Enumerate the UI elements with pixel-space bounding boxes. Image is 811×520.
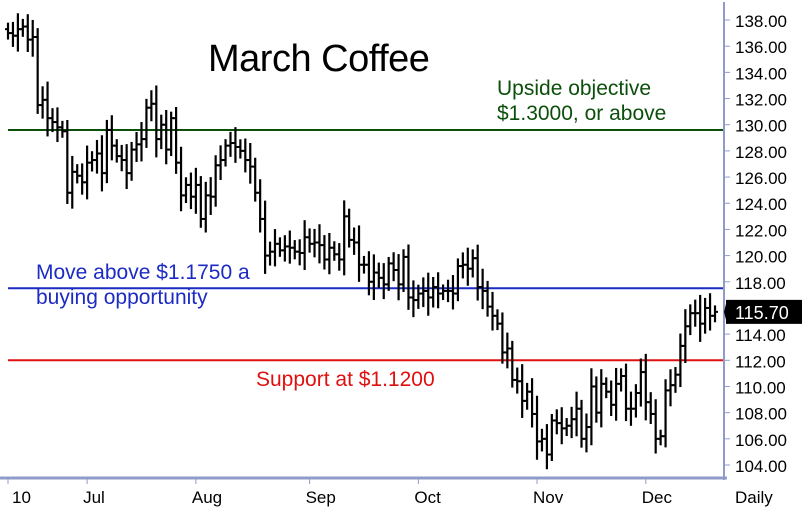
x-tick-label: Jul (83, 488, 105, 507)
axes: 104.00106.00108.00110.00112.00114.00116.… (0, 2, 802, 507)
buy-annotation-line-2: buying opportunity (36, 286, 208, 309)
y-tick-label: 112.00 (735, 352, 786, 371)
x-tick-label: Oct (414, 488, 441, 507)
upside-objective-annotation: Upside objective $1.3000, or above (497, 76, 666, 126)
x-tick-label: Nov (533, 488, 564, 507)
upside-annotation-line-1: Upside objective (497, 77, 652, 100)
y-tick-label: 124.00 (735, 195, 787, 214)
x-tick-label: 10 (12, 488, 31, 507)
y-tick-label: 128.00 (735, 143, 787, 162)
buy-annotation-line-1: Move above $1.1750 a (36, 261, 250, 284)
last-price-box (726, 299, 802, 324)
y-tick-label: 122.00 (735, 221, 787, 240)
y-tick-label: 126.00 (735, 169, 787, 188)
y-tick-label: 114.00 (735, 326, 786, 345)
price-bars (5, 13, 718, 470)
y-tick-label: 132.00 (735, 91, 787, 110)
y-tick-label: 104.00 (735, 457, 787, 476)
y-tick-label: 118.00 (735, 274, 786, 293)
y-tick-label: 134.00 (735, 64, 787, 83)
y-tick-label: 120.00 (735, 248, 787, 267)
x-tick-label: Aug (192, 488, 222, 507)
y-tick-label: 110.00 (735, 378, 786, 397)
x-axis-label: Daily (735, 488, 773, 507)
y-tick-label: 130.00 (735, 117, 787, 136)
support-annotation: Support at $1.1200 (256, 368, 435, 391)
y-tick-label: 108.00 (735, 405, 787, 424)
horizontal-levels (8, 128, 723, 362)
y-tick-label: 136.00 (735, 38, 787, 57)
x-tick-label: Dec (642, 488, 673, 507)
upside-annotation-line-2: $1.3000, or above (497, 102, 667, 125)
last-price-label: 115.70 (735, 303, 789, 323)
y-tick-label: 138.00 (735, 12, 787, 31)
last-price-pointer (724, 299, 727, 324)
chart-title: March Coffee (208, 38, 430, 80)
y-tick-label: 106.00 (735, 431, 787, 450)
x-tick-label: Sep (306, 488, 336, 507)
buy-level-annotation: Move above $1.1750 a buying opportunity (36, 260, 250, 310)
